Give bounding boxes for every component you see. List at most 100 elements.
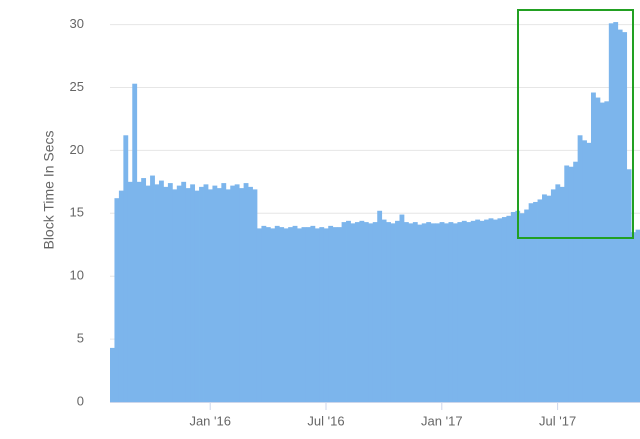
bar xyxy=(127,181,133,402)
highlight-box xyxy=(517,9,634,239)
bar xyxy=(341,222,347,402)
bar xyxy=(368,223,374,402)
bar xyxy=(582,140,587,403)
bar xyxy=(599,102,605,403)
bar xyxy=(604,101,610,403)
bar xyxy=(435,223,440,402)
bar xyxy=(207,189,213,402)
bar xyxy=(346,220,351,402)
bar xyxy=(363,222,369,402)
bar xyxy=(234,184,240,402)
bar xyxy=(550,189,556,402)
bar xyxy=(510,212,516,402)
bar xyxy=(448,222,454,402)
y-tick-label: 25 xyxy=(70,79,84,94)
bar xyxy=(354,222,360,402)
y-tick-label: 0 xyxy=(77,393,84,408)
bar xyxy=(555,184,561,402)
bar xyxy=(292,225,298,402)
bar xyxy=(190,184,196,402)
bar xyxy=(417,224,423,402)
bar xyxy=(212,185,218,402)
bar xyxy=(515,210,521,402)
bar xyxy=(542,194,547,402)
bar xyxy=(136,181,142,402)
bar xyxy=(279,227,285,402)
bar xyxy=(559,186,565,402)
bar xyxy=(150,175,155,402)
bar xyxy=(118,190,124,402)
x-tick-label: Jul '16 xyxy=(307,413,344,428)
bar xyxy=(203,184,209,402)
bar xyxy=(332,227,338,402)
bar xyxy=(230,185,236,402)
bar xyxy=(132,83,138,402)
bar xyxy=(568,166,574,402)
bar xyxy=(533,201,538,402)
bar xyxy=(475,219,481,402)
bar xyxy=(114,198,120,402)
bar xyxy=(243,183,249,402)
x-tick-label: Jan '17 xyxy=(421,413,463,428)
bar xyxy=(270,228,276,402)
bar xyxy=(181,181,187,402)
bar xyxy=(564,165,570,402)
bar xyxy=(194,190,200,402)
y-tick-label: 10 xyxy=(70,268,84,283)
bar xyxy=(528,203,534,402)
bar xyxy=(199,186,204,402)
bar xyxy=(239,188,245,402)
bar xyxy=(421,223,427,402)
bar xyxy=(350,223,356,402)
bar xyxy=(501,217,507,402)
bar xyxy=(537,199,543,402)
bar xyxy=(288,227,294,402)
y-tick-label: 5 xyxy=(77,331,84,346)
bar xyxy=(608,23,614,403)
bar xyxy=(372,222,378,402)
bar xyxy=(613,22,619,403)
bar xyxy=(221,183,227,402)
bar xyxy=(386,222,391,402)
bar xyxy=(154,184,160,402)
bar xyxy=(617,29,623,402)
bar xyxy=(123,135,129,402)
y-tick-label: 30 xyxy=(70,16,84,31)
bar xyxy=(256,228,262,402)
bar xyxy=(176,185,182,402)
bar xyxy=(622,32,628,403)
bar xyxy=(110,347,115,402)
bar xyxy=(172,189,178,402)
bar xyxy=(577,135,583,402)
bar xyxy=(381,219,387,402)
bar xyxy=(403,222,409,402)
bar xyxy=(444,223,449,402)
bar xyxy=(591,92,596,403)
y-axis-title: Block Time In Secs xyxy=(41,130,57,249)
bar xyxy=(399,214,405,402)
bar xyxy=(408,223,414,402)
bar xyxy=(141,178,147,402)
bar xyxy=(631,232,636,402)
bar xyxy=(497,218,503,402)
bar xyxy=(252,189,258,402)
bar xyxy=(586,142,592,402)
bar xyxy=(248,186,253,402)
bar xyxy=(519,213,525,402)
bar xyxy=(430,223,436,402)
bar xyxy=(265,227,271,402)
bar xyxy=(390,223,396,402)
y-tick-label: 20 xyxy=(70,142,84,157)
x-tick-label: Jan '16 xyxy=(189,413,231,428)
bar xyxy=(506,215,512,402)
bar xyxy=(457,222,463,402)
bar xyxy=(185,188,191,402)
bar xyxy=(328,225,334,402)
bar xyxy=(163,186,169,402)
bar xyxy=(426,222,432,402)
bar xyxy=(635,229,640,402)
bar xyxy=(261,225,267,402)
bar xyxy=(337,227,342,402)
bar xyxy=(466,222,472,402)
